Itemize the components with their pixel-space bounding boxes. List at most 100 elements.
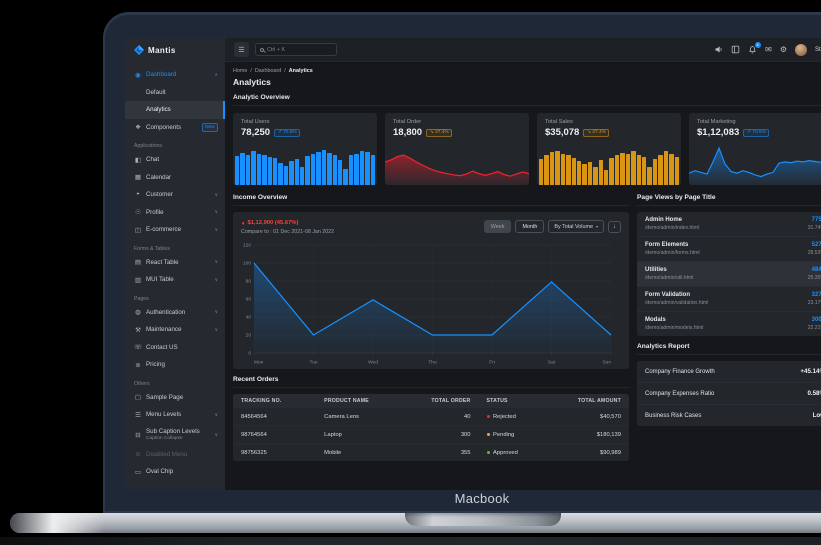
svg-text:60: 60 [246, 297, 252, 303]
messages-button[interactable]: ✉ [765, 45, 772, 54]
megaphone-icon [715, 46, 722, 53]
status-label: Pending [493, 431, 515, 438]
sidebar-item-default[interactable]: Default [146, 88, 166, 96]
sample-page-icon: ▢ [134, 394, 142, 402]
sidebar-item-menu-levels[interactable]: ☰ Menu Levels ∨ [135, 411, 218, 419]
card-label: Total Sales [545, 119, 573, 125]
status-label: Approved [493, 449, 518, 456]
card-label: Total Marketing [697, 119, 736, 125]
page-view-row[interactable]: Form Elements /demo/admin/forms.html 527… [637, 237, 821, 262]
page-view-row-highlighted[interactable]: Utilities /demo/admin/util.html 4848 25.… [637, 262, 821, 287]
sidebar-item-maintenance[interactable]: ⚒ Maintenance ∨ [135, 326, 218, 334]
trend-badge: ↘ 27.4% [583, 128, 610, 137]
ecommerce-icon: ◫ [134, 226, 142, 234]
chevron-up-icon: ∧ [214, 71, 218, 77]
week-button[interactable]: Week [483, 220, 512, 233]
authentication-icon: ◍ [135, 309, 141, 317]
svg-text:100: 100 [243, 261, 251, 267]
svg-text:20: 20 [246, 333, 252, 339]
notification-count-badge: 4 [754, 42, 761, 48]
card-label: Total Users [241, 119, 270, 125]
contact-icon: ☏ [134, 344, 143, 352]
settings-button[interactable]: ⚙ [779, 44, 787, 54]
user-avatar[interactable] [794, 43, 807, 56]
announcement-button[interactable] [714, 45, 723, 54]
gear-icon: ⚙ [779, 44, 787, 54]
trend-up-icon: ↗ [746, 130, 751, 135]
sidebar-item-sub-caption-levels[interactable]: ⊟ Sub Caption Levels Caption Collapse ∨ [135, 427, 218, 441]
brand: Mantis [125, 38, 225, 62]
download-icon: ↓ [613, 223, 616, 230]
trend-badge: ↗ 70.5% [274, 128, 301, 137]
search-box[interactable] [255, 43, 337, 56]
sidebar-item-analytics[interactable]: Analytics [125, 101, 225, 119]
breadcrumb: Home / Dashboard / Analytics [233, 68, 313, 74]
income-overview-heading: Income Overview [233, 194, 629, 206]
sidebar-item-calendar[interactable]: ▦ Calendar [134, 173, 172, 182]
page-views-heading: Page Views by Page Title [637, 194, 821, 206]
svg-text:Wed: Wed [368, 360, 378, 366]
sidebar-item-pricing[interactable]: ⊚ Pricing [135, 361, 165, 369]
card-label: Total Order [393, 119, 422, 125]
search-input[interactable] [267, 46, 332, 53]
report-row: Company Finance Growth +45.14% [637, 361, 821, 383]
layout-shortcut-button[interactable] [731, 45, 740, 54]
svg-text:Thu: Thu [428, 360, 437, 366]
notifications-button[interactable]: 4 [748, 42, 761, 54]
sidebar-toggle-button[interactable]: ☰ [234, 42, 249, 57]
sidebar-item-authentication[interactable]: ◍ Authentication ∨ [135, 308, 218, 317]
breadcrumb-dashboard[interactable]: Dashboard [254, 68, 282, 74]
sidebar-item-mui-table[interactable]: ▥ MUI Table ∨ [134, 276, 218, 284]
page-view-row[interactable]: Modals /demo/admin/models.html 3003 22.2… [645, 317, 821, 331]
sidebar-item-components[interactable]: ❖ Components New [125, 119, 225, 137]
svg-text:40: 40 [246, 315, 252, 321]
sidebar-item-react-table[interactable]: ▤ React Table ∨ [134, 258, 218, 267]
income-controls: Week Month By Total Volume ▾ ↓ [483, 220, 621, 233]
card-value: $1,12,083 [697, 127, 740, 138]
trend-badge: ↗ 70.5% [743, 128, 770, 137]
sidebar-heading-forms-tables: Forms & Tables [134, 245, 170, 252]
card-value: 18,800 [393, 127, 423, 138]
sidebar-item-customer[interactable]: ◓ Customer ∨ [125, 186, 225, 204]
right-column: Page Views by Page Title Admin Home /dem… [637, 187, 821, 426]
analytics-report-panel: Company Finance Growth +45.14% Company E… [637, 361, 821, 426]
income-chart: 0 20 40 60 80 100 120 Mon Tue Wed Thu Fri Sat Sun [243, 243, 612, 366]
order-row: 98764564 Laptop 300 Pending $180,139 [233, 426, 629, 444]
svg-text:Mon: Mon [254, 360, 264, 366]
breadcrumb-current: Analytics [288, 68, 313, 74]
menu-levels-icon: ☰ [135, 411, 141, 419]
caret-down-icon: ▼ [241, 220, 246, 226]
month-button[interactable]: Month [515, 220, 545, 233]
sidebar-item-oval-chip[interactable]: ▭ Oval Chip [134, 468, 174, 476]
status-dot [486, 450, 490, 455]
chevron-down-icon: ∨ [214, 191, 218, 197]
sidebar-item-contact-us[interactable]: ☏ Contact US [134, 343, 178, 352]
volume-select[interactable]: By Total Volume ▾ [548, 220, 604, 233]
sidebar-item-chat[interactable]: ◧ Chat [134, 156, 160, 164]
svg-text:Fri: Fri [489, 360, 495, 366]
user-name: Stebin [814, 46, 821, 53]
disabled-menu-icon: ⊘ [135, 451, 141, 459]
total-marketing-card: Total Marketing $1,12,083 ↗ 70.5% [689, 113, 821, 185]
status-dot [486, 432, 490, 437]
analytic-overview-heading: Analytic Overview [233, 94, 821, 106]
components-icon: ❖ [135, 124, 141, 132]
sidebar-item-ecommerce[interactable]: ◫ E-commerce ∨ [134, 226, 218, 234]
sidebar-item-dashboard[interactable]: ◉ Dashboard ∧ [135, 71, 218, 79]
svg-text:Sun: Sun [602, 360, 611, 366]
report-row: Business Risk Cases Low [645, 412, 821, 419]
top-header: ☰ [225, 38, 821, 62]
download-button[interactable]: ↓ [608, 220, 621, 233]
recent-orders-heading: Recent Orders [233, 376, 629, 388]
total-order-card: Total Order 18,800 ↘ 27.4% [385, 113, 529, 185]
page-views-panel: Admin Home /demo/admin/index.html 7755 3… [637, 212, 821, 336]
sidebar-item-sample-page[interactable]: ▢ Sample Page [134, 393, 184, 402]
total-sales-card: Total Sales $35,078 ↘ 27.4% [537, 113, 681, 185]
page-view-row[interactable]: Form Validation /demo/admin/validation.h… [637, 287, 821, 312]
dashboard-columns: Income Overview ▼ $1,12,900 (45.67%) Com… [233, 187, 821, 461]
page-view-row[interactable]: Admin Home /demo/admin/index.html 7755 3… [637, 212, 821, 237]
breadcrumb-home[interactable]: Home [233, 68, 248, 74]
order-row: 84564564 Camera Lens 40 Rejected $40,570 [233, 408, 629, 426]
sidebar: Mantis ◉ Dashboard ∧ Default Analytics ❖… [125, 38, 225, 490]
sidebar-item-profile[interactable]: ☉ Profile ∨ [135, 208, 218, 217]
